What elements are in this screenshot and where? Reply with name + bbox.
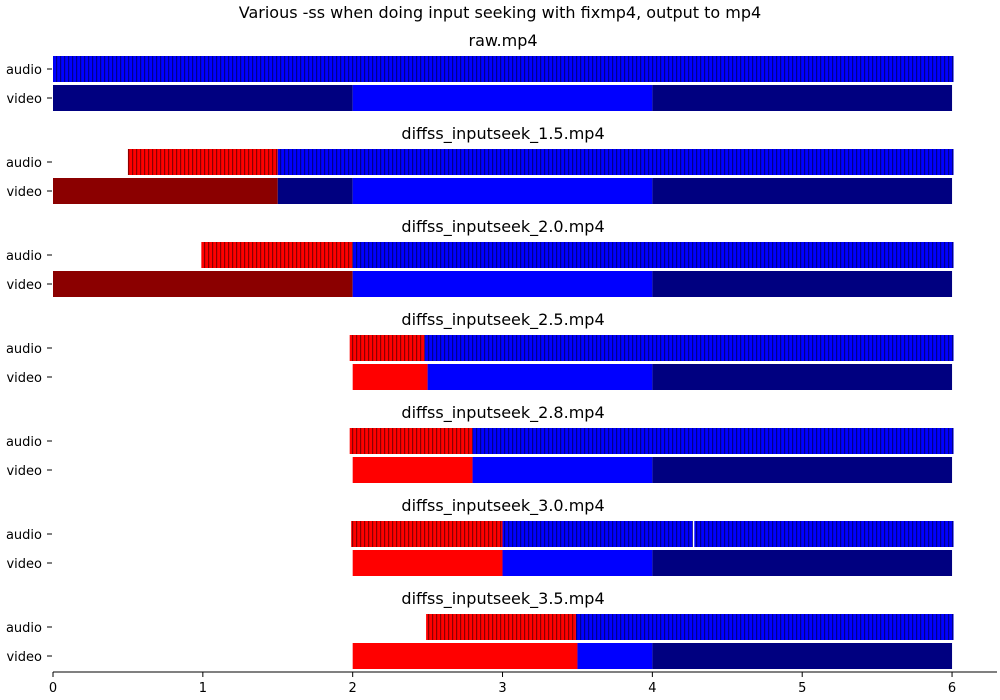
audio-segment-blue bbox=[502, 521, 693, 547]
video-segment-red bbox=[352, 643, 578, 669]
video-segment-navy bbox=[277, 178, 353, 204]
video-segment-navy bbox=[53, 85, 353, 111]
audio-segment-red bbox=[351, 521, 503, 547]
track-label-audio: audio bbox=[6, 63, 42, 78]
audio-segment-red bbox=[349, 335, 425, 361]
video-segment-red bbox=[352, 364, 428, 390]
video-segment-navy bbox=[652, 643, 953, 669]
track-label-video: video bbox=[6, 185, 42, 200]
track-label-audio: audio bbox=[6, 528, 42, 543]
panel-title: diffss_inputseek_3.0.mp4 bbox=[401, 496, 604, 516]
track-label-video: video bbox=[6, 464, 42, 479]
audio-segment-blue bbox=[53, 56, 954, 82]
track-label-video: video bbox=[6, 371, 42, 386]
panel-title: diffss_inputseek_2.8.mp4 bbox=[401, 403, 604, 423]
audio-segment-blue bbox=[472, 428, 954, 454]
panel-title: diffss_inputseek_2.0.mp4 bbox=[401, 217, 604, 237]
audio-segment-red bbox=[426, 614, 576, 640]
video-segment-navy bbox=[652, 178, 953, 204]
panel-1: raw.mp4 audio video bbox=[6, 31, 954, 111]
x-tick-label: 2 bbox=[349, 681, 357, 696]
video-segment-navy bbox=[652, 85, 953, 111]
chart-title: Various -ss when doing input seeking wit… bbox=[239, 3, 761, 22]
video-segment-blue bbox=[472, 457, 653, 483]
audio-segment-red bbox=[127, 149, 278, 175]
x-tick-label: 5 bbox=[798, 681, 806, 696]
track-label-audio: audio bbox=[6, 621, 42, 636]
video-segment-darkred bbox=[53, 271, 353, 297]
track-label-video: video bbox=[6, 92, 42, 107]
video-segment-navy bbox=[652, 364, 953, 390]
video-segment-red bbox=[352, 457, 473, 483]
track-label-video: video bbox=[6, 650, 42, 665]
video-segment-navy bbox=[652, 271, 953, 297]
panel-title: diffss_inputseek_3.5.mp4 bbox=[401, 589, 604, 609]
panels-group: raw.mp4audiovideodiffss_inputseek_1.5.mp… bbox=[6, 31, 954, 669]
panel-title: diffss_inputseek_2.5.mp4 bbox=[401, 310, 604, 330]
x-tick-label: 6 bbox=[948, 681, 956, 696]
video-segment-darkred bbox=[53, 178, 278, 204]
audio-segment-blue bbox=[277, 149, 954, 175]
track-label-audio: audio bbox=[6, 249, 42, 264]
panel-title: diffss_inputseek_1.5.mp4 bbox=[401, 124, 604, 144]
panel-title: raw.mp4 bbox=[469, 31, 538, 50]
video-segment-blue bbox=[577, 643, 653, 669]
audio-segment-blue bbox=[352, 242, 954, 268]
track-label-audio: audio bbox=[6, 342, 42, 357]
x-tick-label: 0 bbox=[49, 681, 57, 696]
audio-segment-blue bbox=[694, 521, 954, 547]
video-segment-blue bbox=[352, 271, 653, 297]
video-segment-navy bbox=[652, 550, 953, 576]
video-segment-blue bbox=[502, 550, 653, 576]
audio-segment-blue bbox=[575, 614, 954, 640]
track-label-audio: audio bbox=[6, 435, 42, 450]
audio-segment-red bbox=[201, 242, 353, 268]
audio-segment-blue bbox=[424, 335, 954, 361]
track-label-audio: audio bbox=[6, 156, 42, 171]
video-segment-blue bbox=[352, 85, 653, 111]
video-segment-red bbox=[352, 550, 503, 576]
track-label-video: video bbox=[6, 278, 42, 293]
x-tick-label: 4 bbox=[648, 681, 656, 696]
video-segment-navy bbox=[652, 457, 953, 483]
x-tick-label: 3 bbox=[498, 681, 506, 696]
audio-segment-red bbox=[349, 428, 473, 454]
x-tick-label: 1 bbox=[199, 681, 207, 696]
video-segment-blue bbox=[427, 364, 653, 390]
x-axis: 0 1 2 3 4 5 6 bbox=[49, 671, 997, 696]
video-segment-blue bbox=[352, 178, 653, 204]
track-label-video: video bbox=[6, 557, 42, 572]
